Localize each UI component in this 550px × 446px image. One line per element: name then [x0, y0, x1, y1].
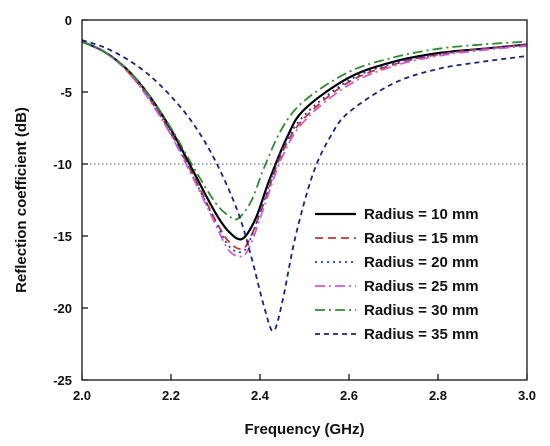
series-line-6: [81, 39, 528, 332]
legend-label-2: Radius = 15 mm: [364, 230, 479, 247]
y-tick-label: -20: [53, 301, 72, 316]
plot-area-frame: [81, 19, 528, 381]
series-line-4: [81, 40, 528, 258]
x-tick-label: 2.2: [162, 388, 180, 403]
series-line-5: [81, 40, 528, 221]
x-tick-label: 2.4: [251, 388, 270, 403]
legend: Radius = 10 mm Radius = 15 mm Radius = 20 …: [315, 206, 479, 343]
legend-label-3: Radius = 20 mm: [364, 254, 479, 271]
y-tick-label: -5: [60, 85, 72, 100]
x-tick-label: 2.6: [340, 388, 358, 403]
y-tick-label: 0: [65, 13, 72, 28]
series-layer: [81, 39, 528, 332]
x-tick-label: 3.0: [518, 388, 536, 403]
legend-label-4: Radius = 25 mm: [364, 278, 479, 295]
axis-ticks: 2.0 2.2 2.4 2.6 2.8 3.0 0 -5 -10 -15 -20 -25: [53, 13, 536, 403]
y-tick-label: -10: [53, 157, 72, 172]
x-tick-label: 2.0: [73, 388, 91, 403]
x-tick-label: 2.8: [429, 388, 447, 403]
legend-label-5: Radius = 30 mm: [364, 302, 479, 319]
legend-label-1: Radius = 10 mm: [364, 206, 479, 223]
legend-label-6: Radius = 35 mm: [364, 326, 479, 343]
y-tick-label: -15: [53, 229, 72, 244]
y-tick-label: -25: [53, 373, 72, 388]
y-axis-title: Reflection coefficient (dB): [13, 107, 30, 293]
x-axis-title: Frequency (GHz): [244, 421, 364, 438]
